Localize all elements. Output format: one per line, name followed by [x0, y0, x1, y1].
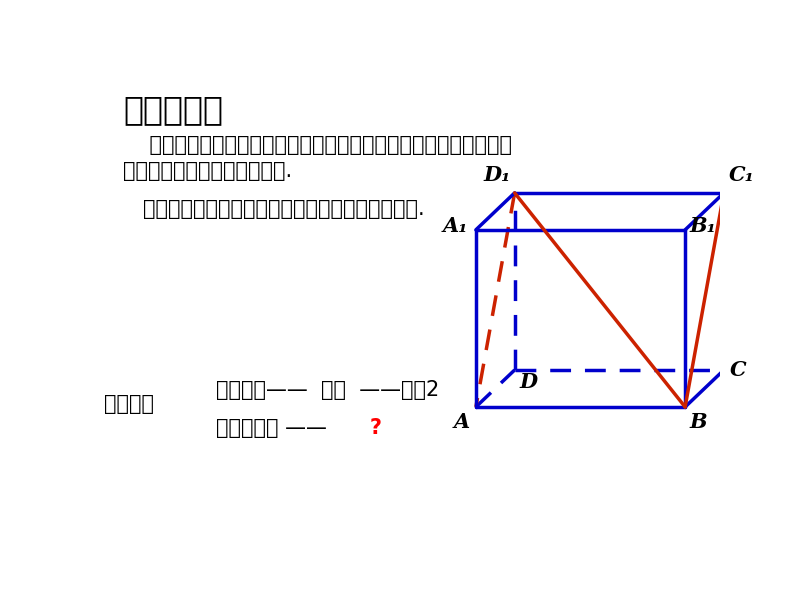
Text: ?: ?: [370, 419, 382, 439]
Text: 有公共点——  相交  ——公理2: 有公共点—— 相交 ——公理2: [216, 380, 439, 400]
Text: B₁: B₁: [689, 216, 716, 236]
Text: A: A: [454, 412, 470, 431]
Text: C₁: C₁: [730, 165, 755, 185]
Text: 常常涉及两个平面的位置关系.: 常常涉及两个平面的位置关系.: [123, 161, 292, 181]
Text: 以右侧长方体为例，说说两个平面之间的位置关系.: 以右侧长方体为例，说说两个平面之间的位置关系.: [142, 199, 424, 219]
Text: C: C: [730, 360, 746, 380]
Text: 两种关系: 两种关系: [104, 394, 154, 414]
Text: B: B: [689, 412, 706, 431]
Text: 没有公共点 ——: 没有公共点 ——: [216, 419, 327, 439]
Text: A₁: A₁: [442, 216, 468, 236]
Text: 情境问题：: 情境问题：: [123, 94, 223, 127]
Text: 前面我们研究了空间直线与直线、直线与平面的位置关系，其间也: 前面我们研究了空间直线与直线、直线与平面的位置关系，其间也: [123, 135, 512, 155]
Text: D: D: [519, 371, 538, 392]
Text: D₁: D₁: [483, 165, 510, 185]
